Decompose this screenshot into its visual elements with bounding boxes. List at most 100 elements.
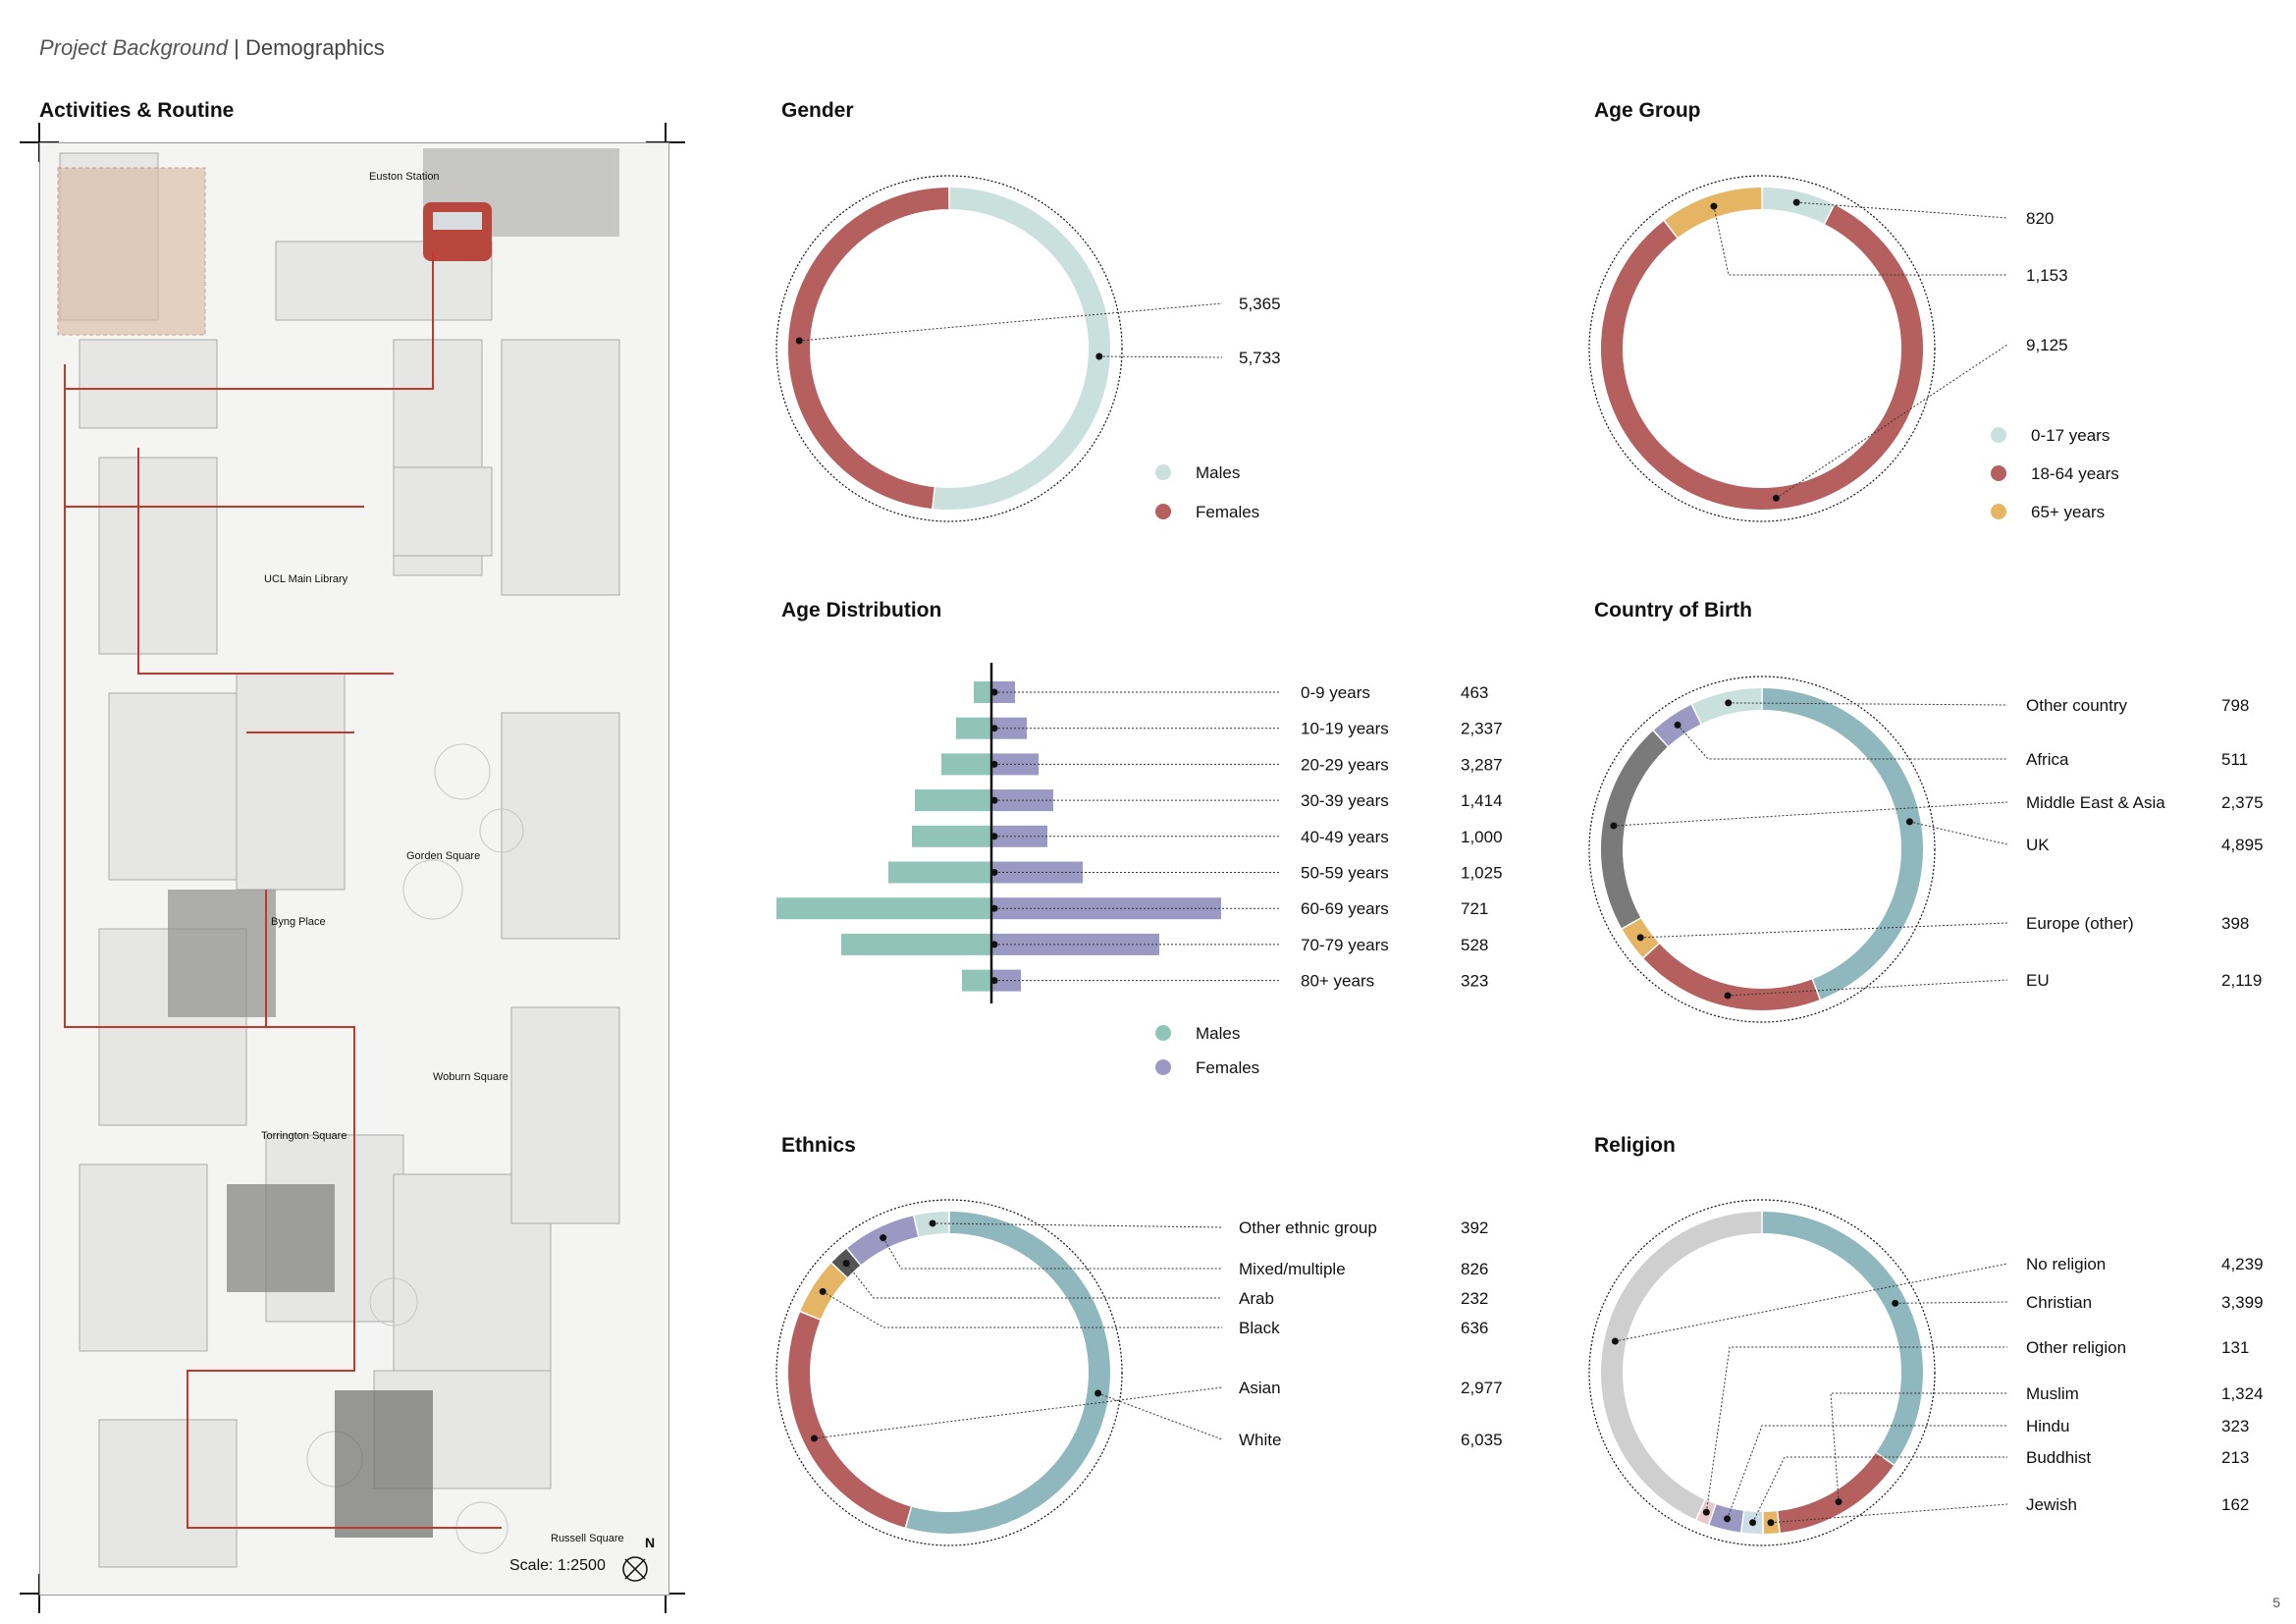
legend-65-label: 65+ years — [2031, 503, 2105, 521]
leader-line — [1615, 1263, 2008, 1342]
value-label: 820 — [2026, 209, 2054, 228]
leader-dot — [880, 1234, 887, 1242]
pie-slice — [788, 1312, 911, 1528]
legend-row-label: Europe (other) — [2026, 914, 2134, 933]
legend-row-label: Asian — [1239, 1379, 1281, 1397]
leader-line — [1705, 1346, 2007, 1513]
legend-females-label: Females — [1196, 1058, 1259, 1077]
pie-outer-ring — [775, 175, 1123, 522]
leader-dot — [1772, 494, 1780, 502]
leader-line — [1776, 344, 2008, 499]
value-label: 5,365 — [1239, 295, 1281, 313]
pie-slice — [1601, 731, 1668, 929]
legend-65-swatch — [1991, 504, 2006, 519]
legend-row-value: 826 — [1461, 1260, 1488, 1278]
legend-row-label: Christian — [2026, 1293, 2092, 1312]
map-label: Torrington Square — [261, 1130, 347, 1142]
pie-slice — [906, 1212, 1110, 1534]
age-group-title: Age Group — [1594, 99, 1701, 122]
legend-row-label: Arab — [1239, 1289, 1274, 1308]
legend-18-64-swatch — [1991, 465, 2006, 481]
leader-dot — [1905, 818, 1913, 826]
legend-row-value: 3,399 — [2221, 1293, 2264, 1312]
leader-dot — [1724, 1515, 1732, 1523]
north-arrow-icon — [622, 1556, 648, 1582]
value-label: 463 — [1461, 683, 1488, 702]
bar-females — [991, 933, 1159, 955]
pie-slice — [847, 1216, 919, 1266]
age-category-label: 50-59 years — [1301, 864, 1389, 883]
legend-row-value: 398 — [2221, 914, 2249, 933]
pie-slice — [1665, 188, 1762, 238]
leader-dot — [1835, 1498, 1842, 1506]
legend-males-label: Males — [1196, 1024, 1240, 1043]
value-label: 3,287 — [1461, 755, 1503, 774]
value-label: 1,414 — [1461, 791, 1503, 810]
pie-slice — [1762, 1212, 1923, 1465]
gender-title: Gender — [781, 99, 854, 122]
legend-row-label: EU — [2026, 971, 2050, 990]
bar-females — [991, 861, 1083, 884]
legend-row-value: 4,239 — [2221, 1255, 2264, 1273]
religion-title: Religion — [1594, 1134, 1676, 1157]
legend-row-value: 511 — [2221, 750, 2248, 769]
leader-dot — [929, 1219, 936, 1227]
site-map: Euston Station UCL Main Library Gorden S… — [39, 142, 669, 1596]
leader-line — [1728, 702, 2008, 706]
bar-males — [776, 897, 991, 920]
legend-row-label: Black — [1239, 1319, 1280, 1337]
bar-males — [912, 825, 991, 847]
map-label: Euston Station — [369, 171, 440, 183]
leader-line — [1752, 1456, 2007, 1523]
value-label: 721 — [1461, 899, 1488, 918]
map-label: Gorden Square — [406, 850, 481, 862]
legend-females-swatch — [1155, 1059, 1171, 1075]
legend-row-label: Other country — [2026, 696, 2127, 715]
legend-males-label: Males — [1196, 463, 1240, 482]
age-distribution-title: Age Distribution — [781, 599, 942, 622]
leader-line — [1677, 725, 2007, 760]
bar-males — [888, 861, 991, 884]
legend-row-value: 162 — [2221, 1495, 2249, 1514]
map-label: Byng Place — [271, 916, 326, 928]
age-category-label: 60-69 years — [1301, 899, 1389, 918]
leader-dot — [1095, 352, 1103, 360]
age-category-label: 40-49 years — [1301, 828, 1389, 846]
legend-18-64-label: 18-64 years — [2031, 464, 2119, 483]
page-header: Project Background | Demographics — [39, 35, 385, 61]
map-label: Woburn Square — [433, 1071, 508, 1083]
pie-outer-ring — [1588, 1199, 1936, 1546]
age-category-label: 80+ years — [1301, 972, 1374, 991]
age-category-label: 70-79 years — [1301, 936, 1389, 954]
bar-males — [915, 789, 991, 812]
value-label: 1,025 — [1461, 864, 1503, 883]
page-number: 5 — [2272, 1595, 2280, 1610]
leader-dot — [1610, 822, 1618, 830]
leader-dot — [819, 1287, 827, 1295]
legend-males-swatch — [1155, 1025, 1171, 1041]
age-category-label: 20-29 years — [1301, 755, 1389, 774]
leader-dot — [1767, 1519, 1775, 1527]
leader-dot — [1792, 198, 1800, 206]
legend-row-label: Muslim — [2026, 1384, 2079, 1403]
legend-row-label: Jewish — [2026, 1495, 2077, 1514]
legend-row-label: No religion — [2026, 1255, 2106, 1273]
bar-females — [991, 717, 1027, 739]
leader-dot — [1611, 1337, 1619, 1345]
pie-outer-ring — [775, 1199, 1123, 1546]
legend-row-value: 1,324 — [2221, 1384, 2264, 1403]
leader-line — [933, 1222, 1223, 1228]
legend-row-value: 323 — [2221, 1417, 2249, 1435]
legend-row-label: White — [1239, 1431, 1281, 1449]
legend-row-label: Other ethnic group — [1239, 1218, 1377, 1237]
legend-row-value: 131 — [2221, 1338, 2249, 1357]
age-category-label: 0-9 years — [1301, 683, 1370, 702]
leader-line — [1613, 801, 2008, 827]
leader-dot — [810, 1435, 818, 1442]
leader-line — [1727, 1425, 2007, 1520]
legend-row-label: Africa — [2026, 750, 2069, 769]
legend-row-label: Buddhist — [2026, 1448, 2091, 1467]
value-label: 323 — [1461, 972, 1488, 991]
activities-title: Activities & Routine — [39, 99, 235, 122]
